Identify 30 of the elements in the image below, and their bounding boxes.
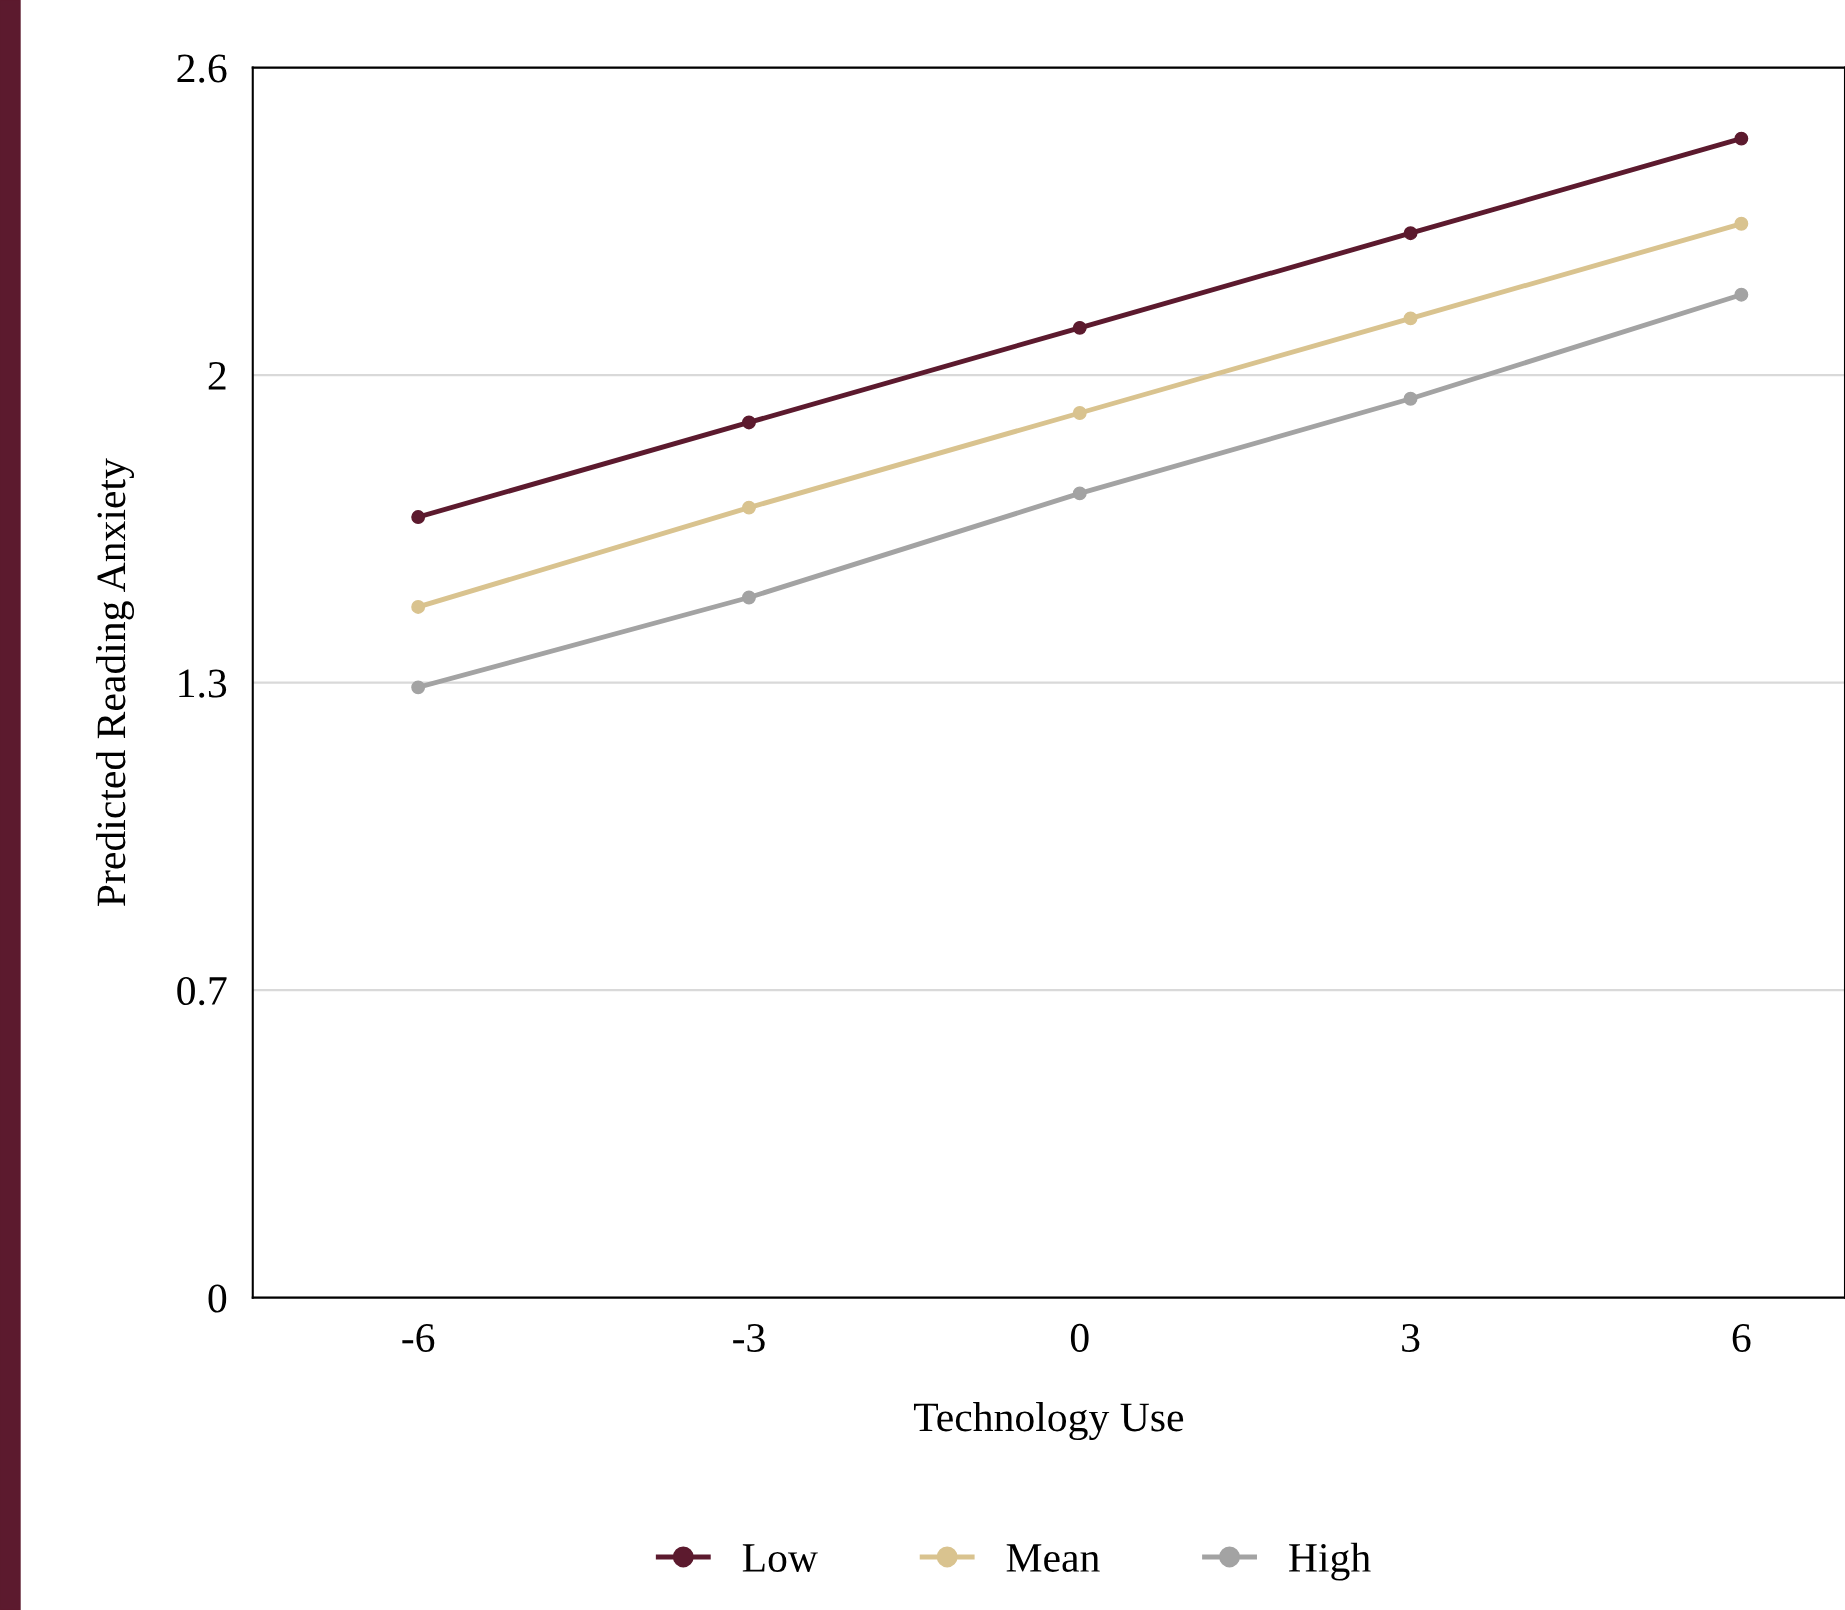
point bbox=[742, 590, 756, 605]
legend-label: Low bbox=[742, 1544, 818, 1572]
legend-label: Mean bbox=[1006, 1544, 1100, 1572]
y-axis-title: Predicted Reading Anxiety bbox=[96, 458, 135, 906]
point bbox=[1072, 406, 1087, 420]
point bbox=[411, 510, 426, 525]
point bbox=[1734, 287, 1749, 302]
y-tick-label: 0 bbox=[208, 1284, 227, 1313]
x-tick-label: 3 bbox=[1402, 1323, 1420, 1352]
point bbox=[1072, 486, 1087, 501]
y-tick-label: 2 bbox=[208, 362, 226, 390]
x-axis-title: Technology Use bbox=[913, 1402, 1184, 1441]
point bbox=[1403, 391, 1418, 406]
point bbox=[411, 600, 426, 614]
x-tick-label: -6 bbox=[402, 1323, 435, 1352]
point bbox=[411, 680, 426, 695]
y-tick-label: 1.3 bbox=[179, 669, 227, 698]
point bbox=[742, 415, 756, 430]
point bbox=[1072, 320, 1087, 335]
legend-label: High bbox=[1289, 1542, 1371, 1581]
x-tick-label: 6 bbox=[1732, 1323, 1751, 1352]
x-tick-label: 0 bbox=[1070, 1323, 1089, 1352]
x-tick-label: -3 bbox=[733, 1323, 765, 1352]
point bbox=[1734, 131, 1749, 146]
point bbox=[1734, 216, 1749, 231]
point bbox=[1403, 311, 1418, 326]
y-tick-label: 2.6 bbox=[177, 54, 227, 83]
point bbox=[1403, 226, 1418, 241]
y-tick-label: 0.7 bbox=[177, 976, 227, 1006]
point bbox=[742, 500, 756, 515]
